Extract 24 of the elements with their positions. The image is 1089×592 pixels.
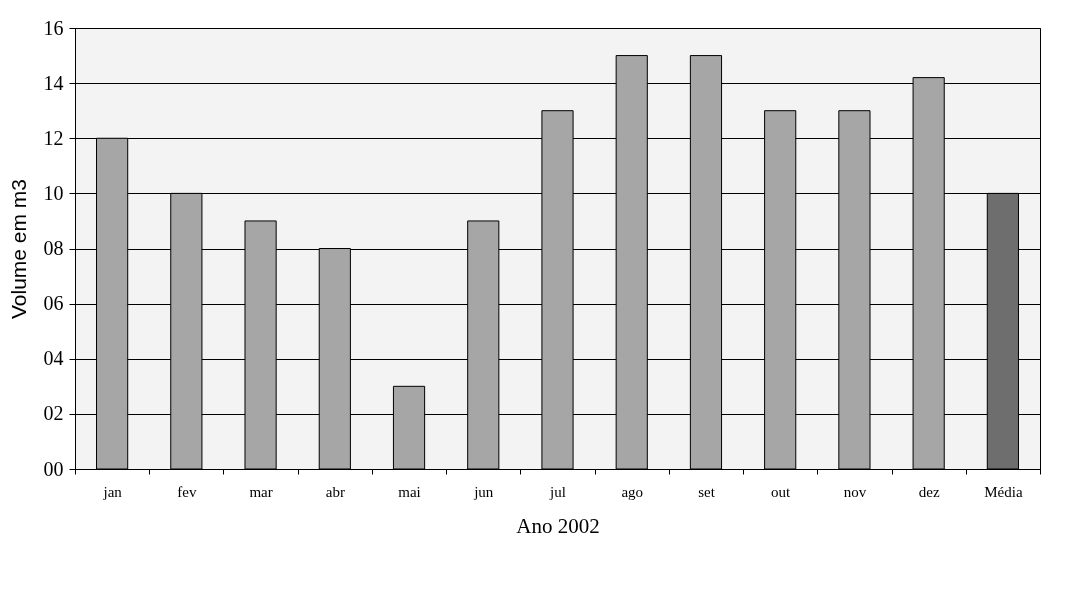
y-tick-label: 12 [43,126,64,149]
x-tick-label: jul [549,483,566,500]
x-tick-label: mai [398,483,421,500]
x-tick-label: fev [177,483,197,500]
y-tick-label: 14 [43,71,64,94]
y-axis-title: Volume em m3 [6,178,30,320]
x-tick-label: out [771,483,792,500]
x-tick-label: abr [325,483,345,500]
y-tick-label: 08 [43,237,64,259]
y-tick-label: 00 [43,457,64,480]
x-tick-label: nov [843,483,867,500]
x-tick-label: mar [249,483,273,500]
y-tick-label: 16 [43,16,64,39]
x-tick-label: dez [918,483,940,500]
y-tick-label: 10 [43,181,64,204]
y-tick-label: 06 [43,292,64,315]
y-tick-label: 04 [43,347,64,370]
x-tick-label: ago [621,483,644,500]
y-tick-label: 02 [43,402,64,425]
x-tick-label: set [698,483,716,500]
x-axis-title: Ano 2002 [516,513,600,538]
x-tick-label: jun [473,483,494,500]
x-tick-label: Média [984,483,1023,500]
x-tick-label: jan [102,483,123,500]
